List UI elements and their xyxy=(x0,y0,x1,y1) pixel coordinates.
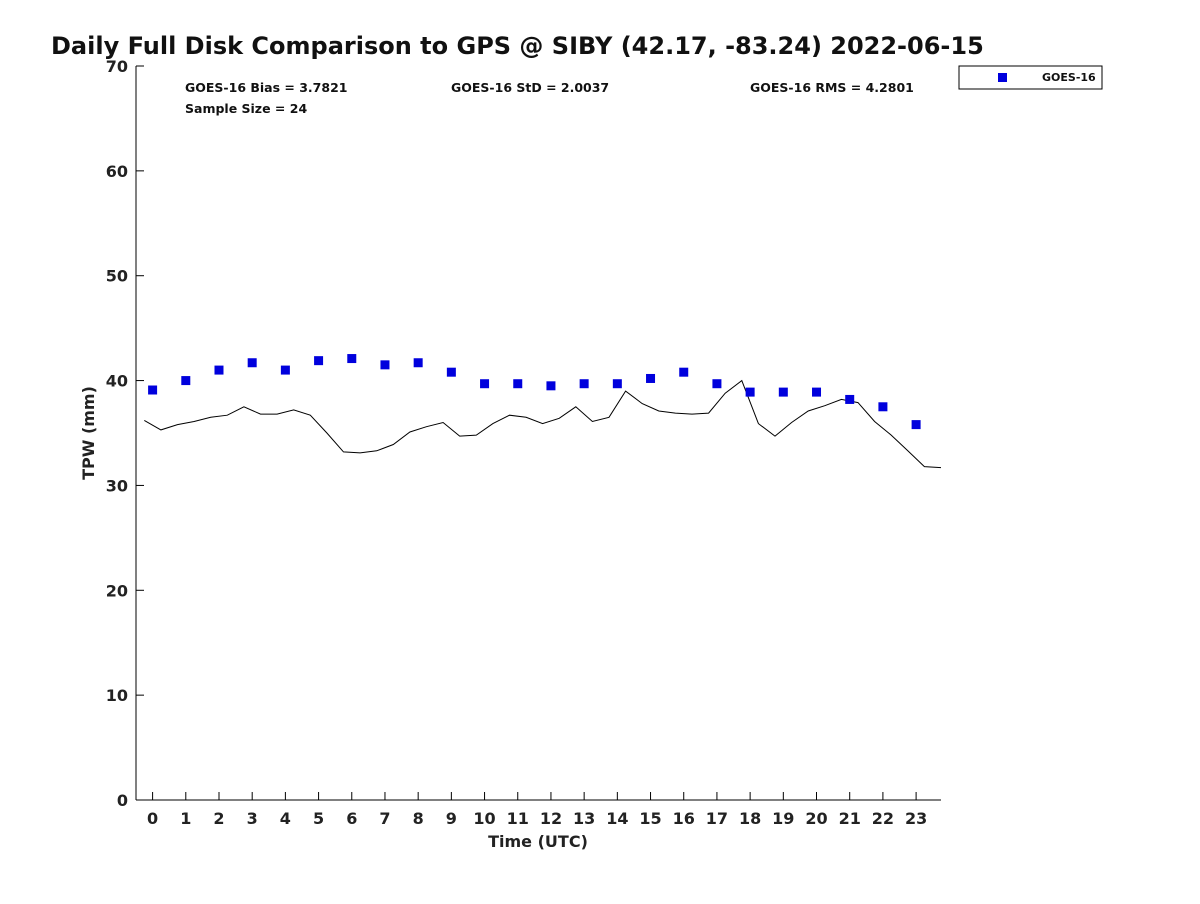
goes16-marker xyxy=(612,379,622,389)
x-tick-label: 7 xyxy=(379,809,390,828)
goes16-marker xyxy=(148,385,158,395)
goes16-marker xyxy=(413,358,423,368)
goes16-marker xyxy=(878,402,888,412)
goes16-marker xyxy=(745,387,755,397)
goes16-marker xyxy=(247,358,257,368)
x-tick-label: 0 xyxy=(147,809,158,828)
goes16-marker xyxy=(314,356,324,366)
goes16-marker xyxy=(513,379,523,389)
x-tick-label: 21 xyxy=(839,809,861,828)
goes16-marker xyxy=(546,381,556,391)
y-tick-label: 0 xyxy=(117,791,128,810)
x-axis-label: Time (UTC) xyxy=(488,832,588,851)
legend-box xyxy=(958,65,1103,90)
x-tick-label: 23 xyxy=(905,809,927,828)
x-tick-label: 19 xyxy=(772,809,794,828)
goes16-marker xyxy=(347,354,357,364)
gps-line xyxy=(144,379,942,469)
x-tick-label: 4 xyxy=(280,809,291,828)
goes16-marker xyxy=(845,394,855,404)
x-tick-label: 17 xyxy=(706,809,728,828)
goes16-marker xyxy=(280,365,290,375)
x-tick-label: 6 xyxy=(346,809,357,828)
stat-bias: GOES-16 Bias = 3.7821 xyxy=(185,80,347,95)
goes16-marker xyxy=(778,387,788,397)
x-tick-label: 2 xyxy=(213,809,224,828)
stat-std: GOES-16 StD = 2.0037 xyxy=(451,80,609,95)
goes16-marker-series xyxy=(148,354,921,430)
x-tick-label: 18 xyxy=(739,809,761,828)
x-tick-label: 9 xyxy=(446,809,457,828)
x-tick-label: 16 xyxy=(673,809,695,828)
x-tick-label: 1 xyxy=(180,809,191,828)
goes16-marker xyxy=(911,420,921,430)
x-tick-label: 12 xyxy=(540,809,562,828)
y-tick-label: 70 xyxy=(106,57,128,76)
chart-title: Daily Full Disk Comparison to GPS @ SIBY… xyxy=(51,32,984,60)
stat-rms: GOES-16 RMS = 4.2801 xyxy=(750,80,914,95)
legend-label-goes16: GOES-16 xyxy=(1042,71,1096,84)
goes16-marker xyxy=(812,387,822,397)
y-tick-label: 60 xyxy=(106,162,128,181)
y-tick-label: 50 xyxy=(106,267,128,286)
goes16-marker xyxy=(380,360,390,370)
stat-sample-size: Sample Size = 24 xyxy=(185,101,307,116)
x-tick-label: 3 xyxy=(247,809,258,828)
y-axis-label: TPW (mm) xyxy=(79,386,98,480)
goes16-marker xyxy=(181,376,191,386)
x-tick-label: 13 xyxy=(573,809,595,828)
x-tick-label: 11 xyxy=(507,809,529,828)
goes16-marker xyxy=(712,379,722,389)
goes16-marker xyxy=(679,367,689,377)
x-tick-label: 5 xyxy=(313,809,324,828)
goes16-marker xyxy=(214,365,224,375)
y-tick-label: 20 xyxy=(106,581,128,600)
y-tick-label: 10 xyxy=(106,686,128,705)
x-tick-label: 15 xyxy=(639,809,661,828)
goes16-marker xyxy=(480,379,490,389)
gps-line-series xyxy=(144,379,942,469)
goes16-marker xyxy=(646,373,656,383)
x-tick-label: 14 xyxy=(606,809,628,828)
x-tick-label: 22 xyxy=(872,809,894,828)
goes16-marker xyxy=(579,379,589,389)
y-tick-label: 40 xyxy=(106,372,128,391)
x-axis-ticks: 0 1 2 3 4 5 6 7 8 9 10 11 12 13 14 15 16 17 18 19 20 21 22 23 xyxy=(147,792,927,828)
plot-frame xyxy=(135,66,941,801)
y-tick-label: 30 xyxy=(106,476,128,495)
x-tick-label: 20 xyxy=(805,809,827,828)
goes16-marker xyxy=(446,367,456,377)
y-axis-ticks: 0 10 20 30 40 50 60 70 xyxy=(106,57,144,810)
x-tick-label: 8 xyxy=(413,809,424,828)
legend: GOES-16 xyxy=(958,65,1103,90)
legend-swatch-goes16 xyxy=(998,73,1007,82)
x-tick-label: 10 xyxy=(473,809,495,828)
